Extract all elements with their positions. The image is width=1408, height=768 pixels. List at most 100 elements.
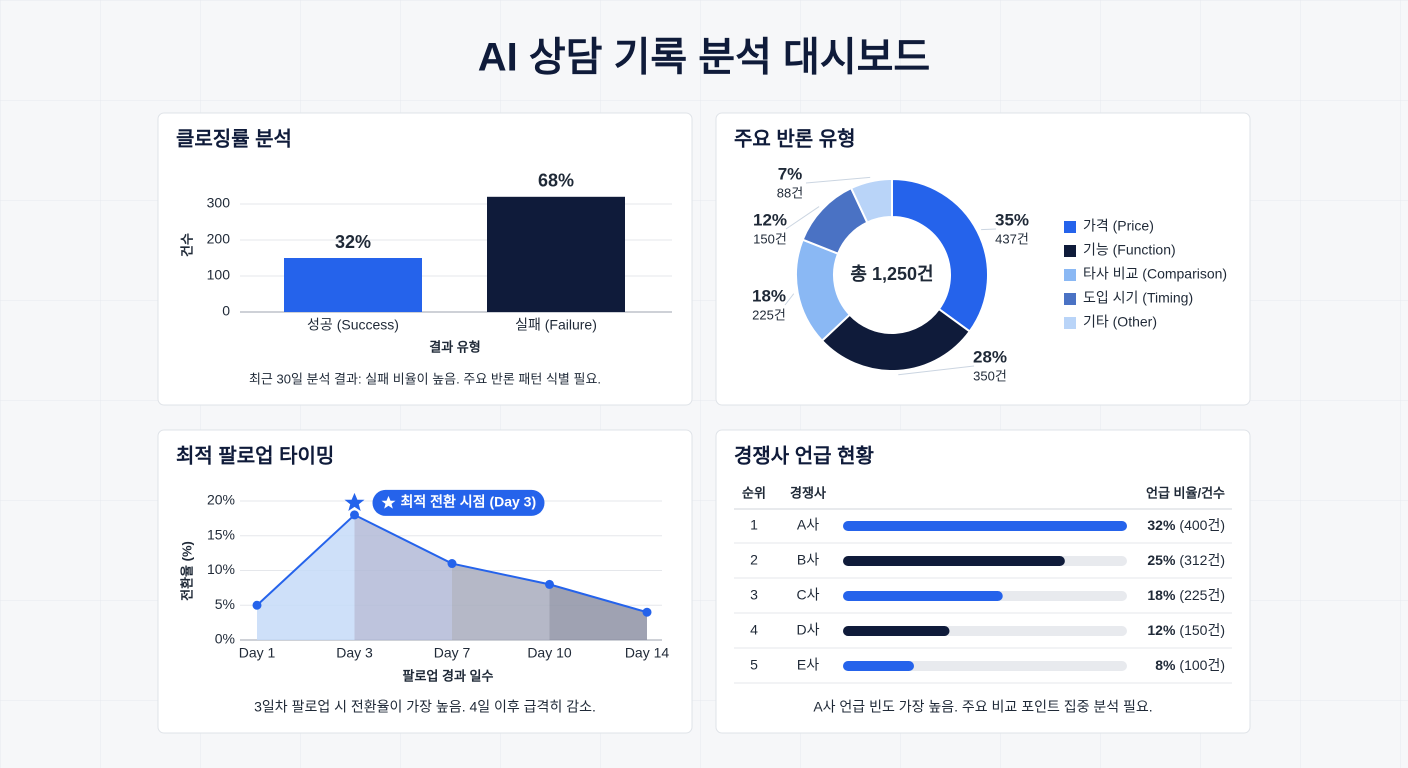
- card: [157, 112, 693, 406]
- card-title: 클로징률 분석: [176, 127, 292, 150]
- value-label: 25%: [1147, 552, 1176, 568]
- y-tick-label: 20%: [207, 492, 235, 508]
- y-tick-label: 100: [207, 267, 231, 283]
- donut-slice: [849, 177, 893, 224]
- value-text: 18% (225건): [1147, 587, 1225, 603]
- bar: [284, 258, 422, 312]
- bar: [843, 556, 1065, 566]
- annotation-icon: [381, 495, 396, 509]
- slice-count: 150건: [753, 231, 787, 246]
- point: [350, 510, 359, 520]
- legend-swatch: [1064, 317, 1076, 329]
- x-axis-label: 팔로업 경과 일수: [403, 668, 494, 683]
- page-title: AI 상담 기록 분석 대시보드: [478, 36, 930, 80]
- x-tick-label: Day 1: [239, 645, 276, 661]
- rank: 4: [750, 622, 758, 638]
- card: [715, 429, 1251, 734]
- y-tick-label: 0%: [215, 631, 235, 647]
- y-tick-label: 10%: [207, 561, 235, 577]
- slice-label: 28%: [973, 347, 1007, 366]
- y-tick-label: 300: [207, 195, 231, 211]
- legend-swatch: [1064, 245, 1076, 257]
- legend-swatch: [1064, 293, 1076, 305]
- leader-line: [981, 228, 997, 231]
- column-header: 순위: [742, 485, 766, 500]
- value-text: 12% (150건): [1147, 622, 1225, 638]
- point: [447, 559, 457, 569]
- legend-label: 기타 (Other): [1083, 314, 1157, 330]
- x-tick-label: Day 7: [434, 645, 471, 661]
- leader-line: [785, 206, 820, 230]
- donut-slice: [891, 177, 989, 333]
- note: A사 언급 빈도 가장 높음. 주요 비교 포인트 집중 분석 필요.: [813, 699, 1152, 715]
- competitor: C사: [797, 587, 820, 603]
- competitor: D사: [797, 622, 820, 638]
- value-label: 8%: [1155, 657, 1176, 673]
- point: [642, 607, 652, 617]
- legend-label: 기능 (Function): [1083, 242, 1176, 258]
- competitor: E사: [797, 657, 819, 673]
- point: [545, 579, 554, 589]
- competitor: B사: [797, 552, 819, 568]
- annotation-star: [344, 492, 365, 511]
- y-tick-label: 5%: [215, 596, 235, 612]
- bar: [843, 521, 1127, 531]
- x-axis-label: 결과 유형: [429, 339, 480, 354]
- legend-label: 가격 (Price): [1083, 218, 1154, 234]
- card-title: 경쟁사 언급 현황: [734, 444, 875, 467]
- bar: [843, 591, 1003, 601]
- bar: [843, 626, 950, 636]
- x-tick-label: Day 14: [625, 645, 670, 661]
- slice-count: 225건: [752, 307, 786, 322]
- count-label: (400건): [1179, 517, 1225, 533]
- legend-swatch: [1064, 221, 1076, 233]
- count-label: (312건): [1179, 552, 1225, 568]
- area-segment: [354, 514, 452, 640]
- column-header: 언급 비율/건수: [1146, 485, 1225, 500]
- area-segment: [549, 584, 647, 640]
- slice-count: 437건: [995, 231, 1029, 246]
- area-segment: [257, 514, 355, 640]
- rank: 1: [750, 517, 758, 533]
- count-label: (150건): [1179, 622, 1225, 638]
- legend-label: 타사 비교 (Comparison): [1083, 266, 1227, 282]
- value-text: 8% (100건): [1155, 657, 1225, 673]
- area-segment: [452, 563, 550, 640]
- leader-line: [784, 293, 795, 306]
- leader-line: [898, 365, 975, 376]
- bar-label: 68%: [538, 171, 574, 191]
- slice-count: 350건: [973, 368, 1007, 383]
- bar: [843, 661, 914, 671]
- slice-label: 18%: [752, 286, 786, 305]
- note: 3일차 팔로업 시 전환율이 가장 높음. 4일 이후 급격히 감소.: [254, 699, 596, 715]
- y-tick-label: 15%: [207, 526, 235, 542]
- value-text: 32% (400건): [1147, 517, 1225, 533]
- y-axis-label: 전환율 (%): [179, 541, 194, 601]
- x-tick-label: Day 3: [336, 645, 373, 661]
- value-label: 32%: [1147, 517, 1176, 533]
- value-label: 12%: [1147, 622, 1176, 638]
- rank: 5: [750, 657, 758, 673]
- slice-count: 88건: [777, 185, 803, 200]
- count-label: (100건): [1179, 657, 1225, 673]
- value-label: 18%: [1147, 587, 1176, 603]
- slice-label: 35%: [995, 210, 1029, 229]
- x-tick-label: 실패 (Failure): [515, 317, 597, 333]
- slice-label: 12%: [753, 210, 787, 229]
- annotation-text: 최적 전환 시점 (Day 3): [401, 494, 537, 510]
- card-title: 최적 팔로업 타이밍: [176, 444, 334, 467]
- y-tick-label: 0: [222, 303, 230, 319]
- point: [252, 600, 262, 610]
- bar-label: 32%: [335, 232, 371, 252]
- bar: [487, 196, 625, 312]
- count-label: (225건): [1179, 587, 1225, 603]
- leader-line: [805, 176, 871, 184]
- note: 최근 30일 분석 결과: 실패 비율이 높음. 주요 반론 패턴 식별 필요.: [249, 371, 601, 386]
- card-title: 주요 반론 유형: [734, 127, 856, 150]
- competitor: A사: [797, 517, 819, 533]
- rank: 3: [750, 587, 758, 603]
- y-axis-label: 건수: [179, 233, 194, 257]
- x-tick-label: Day 10: [527, 645, 572, 661]
